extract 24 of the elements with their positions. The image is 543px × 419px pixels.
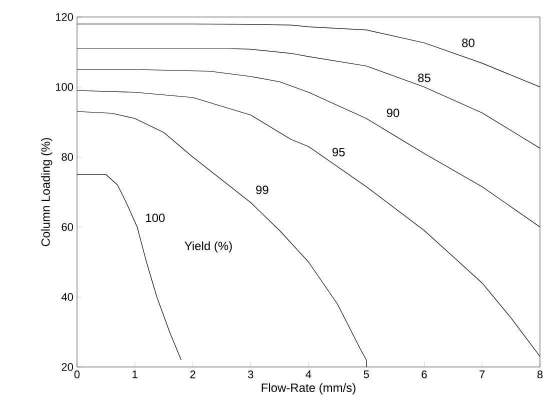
y-tick-label: 80 bbox=[62, 153, 74, 161]
x-tick-label: 2 bbox=[190, 370, 196, 378]
y-tick-label: 120 bbox=[56, 13, 74, 21]
y-axis-title: Column Loading (%) bbox=[41, 138, 52, 246]
x-tick-label: 6 bbox=[422, 370, 427, 378]
annotation: 100 bbox=[146, 214, 165, 222]
annotation: 90 bbox=[386, 108, 400, 118]
annotation: 95 bbox=[332, 148, 345, 156]
x-tick-label: 5 bbox=[364, 370, 369, 378]
x-tick-label: 4 bbox=[306, 370, 312, 378]
annotation: 99 bbox=[256, 186, 268, 194]
y-tick-label: 100 bbox=[56, 83, 74, 91]
y-tick-label: 20 bbox=[62, 363, 74, 371]
x-axis-title: Flow-Rate (mm/s) bbox=[262, 383, 356, 394]
x-tick-label: 8 bbox=[537, 370, 543, 378]
y-tick-label: 40 bbox=[61, 293, 74, 301]
x-tick-label: 1 bbox=[132, 370, 138, 378]
annotation: 85 bbox=[418, 74, 430, 82]
y-tick-label: 60 bbox=[62, 223, 74, 231]
x-tick-label: 3 bbox=[248, 370, 254, 378]
x-tick-label: 7 bbox=[480, 370, 485, 378]
annotation: 80 bbox=[462, 38, 474, 48]
annotation: Yield (%) bbox=[184, 241, 232, 253]
x-tick-label: 0 bbox=[74, 370, 80, 378]
